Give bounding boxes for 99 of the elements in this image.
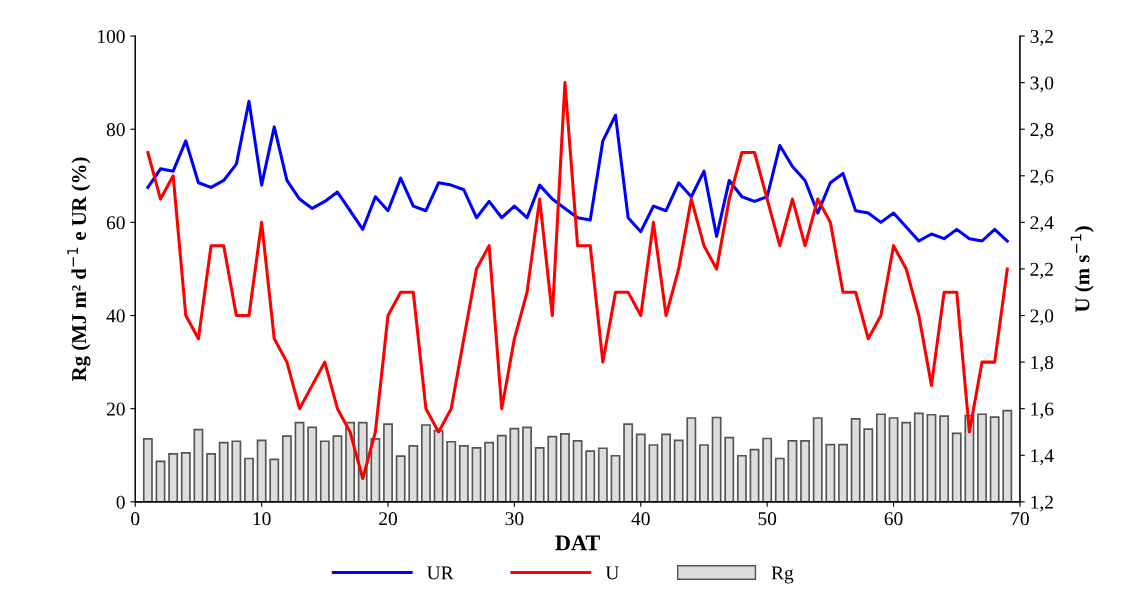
bar [560, 432, 570, 502]
bar [244, 457, 254, 502]
bar [281, 435, 292, 502]
bar [269, 458, 280, 502]
bar [901, 421, 912, 502]
bar [572, 439, 583, 502]
bar [850, 418, 861, 502]
y2-tick-label: 2,8 [1030, 123, 1054, 139]
y-tick-label: 60 [106, 216, 125, 230]
y-tick-label: 20 [106, 402, 125, 416]
bar [825, 443, 836, 502]
bar [547, 435, 558, 502]
y-tick-label: 40 [106, 309, 125, 323]
bar [408, 445, 419, 502]
bar [749, 448, 760, 502]
y2-tick-label: 1,2 [1031, 495, 1053, 512]
bar [951, 432, 962, 502]
bar [686, 417, 697, 502]
x-tick-label: 10 [253, 512, 271, 526]
line-series [146, 81, 1009, 481]
bar [522, 426, 532, 502]
y-axis-title: Rg (MJ m² d$^{−1}$ e UR (%) [67, 157, 91, 382]
bar [724, 436, 735, 502]
bar [635, 433, 646, 502]
y-tick-label: 80 [106, 123, 125, 137]
bar [610, 454, 621, 502]
bar [446, 440, 457, 502]
bar [926, 413, 937, 502]
bar [319, 440, 330, 502]
bar [736, 454, 747, 502]
bar [383, 423, 393, 502]
bar [433, 429, 444, 502]
y2-tick-label: 3,2 [1030, 29, 1053, 46]
x-tick-label: 0 [131, 512, 140, 526]
bar [294, 421, 305, 502]
x-tick-label: 20 [379, 512, 397, 526]
bar [256, 439, 267, 502]
bar [939, 415, 950, 502]
x-tick-label: 30 [505, 512, 524, 526]
bar [888, 417, 899, 502]
bar [509, 427, 520, 502]
bar [1002, 409, 1013, 502]
bar [661, 433, 671, 502]
y2-tick-label: 1,8 [1031, 355, 1054, 372]
bar [977, 413, 987, 502]
bar [774, 457, 785, 502]
bar [812, 417, 823, 502]
y2-tick-label: 2,6 [1030, 169, 1054, 186]
x-tick-label: 70 [1011, 512, 1029, 526]
y2-axis-title: U (m s$^{−1}$) [1070, 226, 1094, 312]
bar [496, 434, 507, 502]
bar [395, 455, 406, 502]
bar [193, 428, 204, 502]
bar [420, 424, 431, 502]
bar [585, 450, 596, 502]
bar [699, 444, 709, 502]
legend-label: Rg [771, 566, 794, 584]
legend-label: UR [427, 566, 454, 580]
x-tick-label: 40 [631, 512, 650, 526]
y2-tick-label: 3,0 [1030, 76, 1054, 93]
y-tick-label: 0 [116, 495, 125, 509]
bar [787, 439, 798, 502]
bar [534, 446, 545, 502]
bar [231, 440, 242, 502]
legend-label: U [605, 566, 619, 580]
bar [471, 446, 482, 502]
x-axis-title: DAT [555, 535, 600, 551]
bar [913, 412, 924, 502]
bar [142, 438, 153, 502]
x-tick-label: 60 [884, 512, 903, 526]
bar [206, 453, 217, 502]
bar [458, 445, 469, 502]
bar [673, 439, 684, 502]
bar [155, 460, 166, 502]
bar [875, 413, 886, 502]
y-tick-label: 100 [98, 29, 125, 43]
bar [623, 423, 634, 502]
y2-tick-label: 2,0 [1030, 309, 1054, 326]
bar [648, 444, 659, 502]
y2-tick-label: 2,4 [1030, 216, 1054, 233]
bar [332, 435, 343, 502]
bar [307, 426, 318, 502]
bar [370, 438, 381, 502]
y2-tick-label: 1,6 [1031, 402, 1054, 419]
bar [863, 428, 874, 502]
bar [168, 453, 179, 502]
line-series [146, 99, 1009, 243]
y2-tick-label: 1,4 [1031, 449, 1054, 465]
bar [484, 441, 495, 502]
x-tick-label: 50 [758, 512, 777, 526]
bar [597, 447, 608, 502]
bar [180, 452, 191, 502]
bar [218, 441, 229, 502]
bar [989, 416, 1000, 502]
bar [711, 416, 722, 502]
bar [838, 443, 848, 502]
y2-tick-label: 2,2 [1030, 262, 1053, 279]
bar [800, 439, 811, 502]
bar [762, 437, 773, 502]
